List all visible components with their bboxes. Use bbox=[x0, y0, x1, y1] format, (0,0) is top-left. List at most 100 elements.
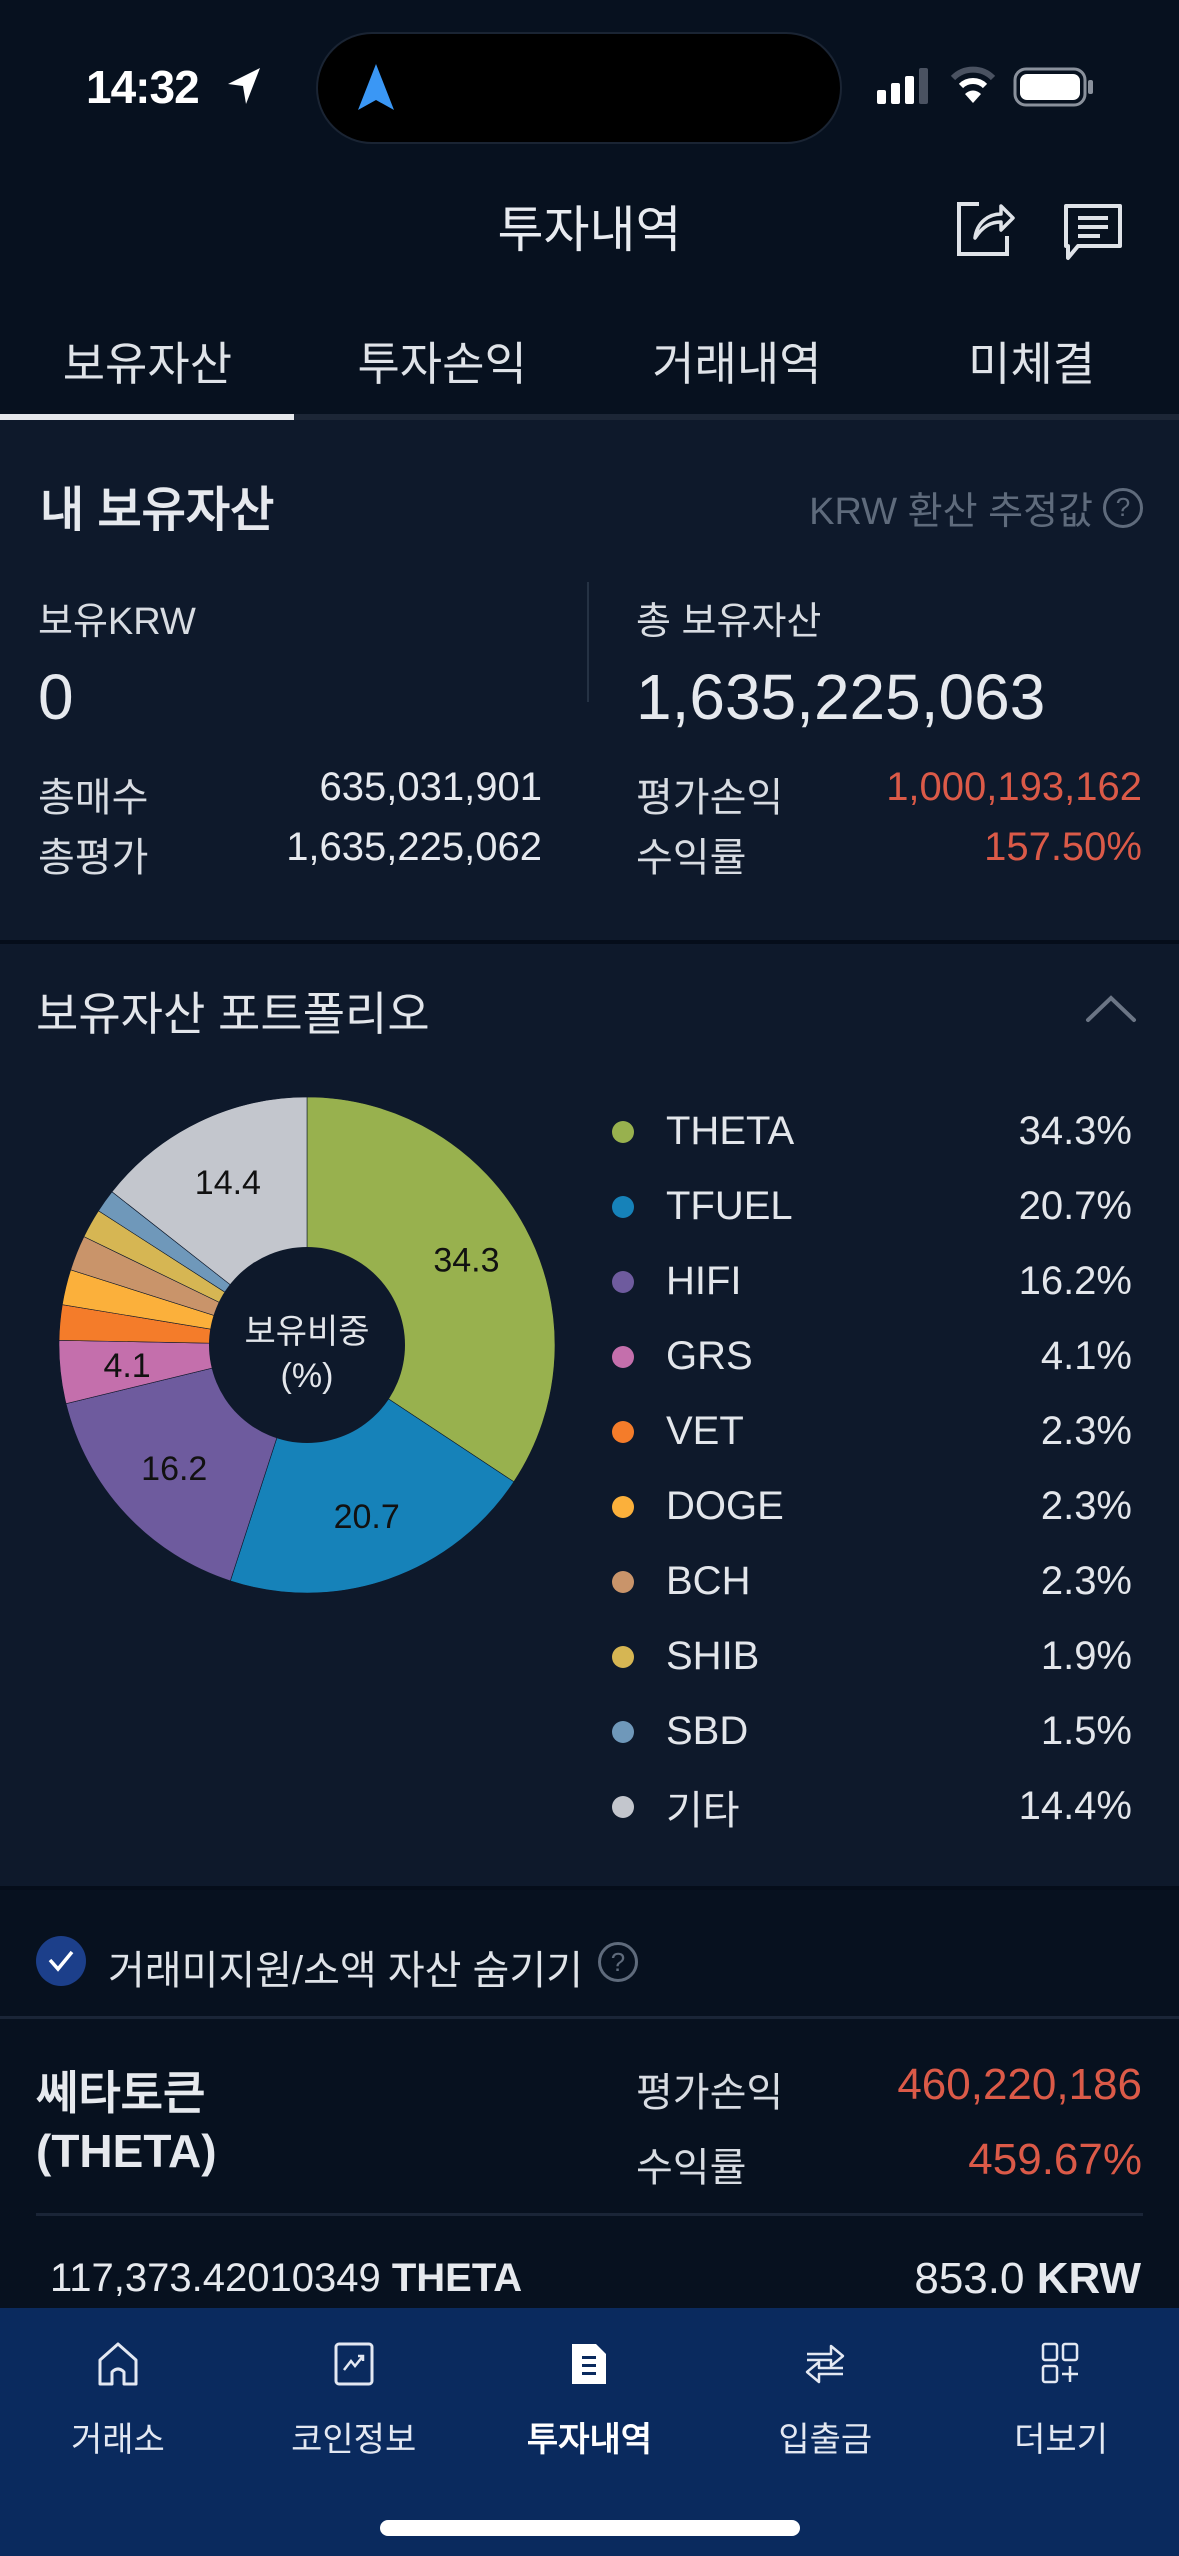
legend-label: SBD bbox=[666, 1709, 749, 1753]
legend-value: 34.3% bbox=[1018, 1109, 1132, 1153]
total-assets-value: 1,635,225,063 bbox=[636, 661, 1046, 733]
legend-color-dot bbox=[612, 1645, 634, 1668]
legend-value: 1.9% bbox=[1040, 1634, 1132, 1678]
tab-profit-loss[interactable]: 투자손익 bbox=[357, 338, 527, 390]
home-indicator[interactable] bbox=[380, 2520, 800, 2536]
chat-icon[interactable] bbox=[1062, 202, 1124, 264]
portfolio-donut-chart: 34.3 20.7 16.2 4.1 14.4 보유비중 (%) bbox=[58, 1096, 556, 1594]
nav-investments[interactable]: 투자내역 bbox=[472, 2308, 708, 2461]
asset-return-label: 수익률 bbox=[636, 2146, 747, 2190]
asset-avg-price-value: 853.0 bbox=[914, 2254, 1025, 2303]
asset-quantity-value: 117,373.42010349 bbox=[50, 2256, 381, 2300]
asset-pnl-label: 평가손익 bbox=[636, 2071, 784, 2115]
legend-value: 2.3% bbox=[1040, 1559, 1132, 1603]
tab-holdings[interactable]: 보유자산 bbox=[62, 338, 233, 390]
tab-open-orders[interactable]: 미체결 bbox=[968, 338, 1096, 390]
legend-label: SHIB bbox=[666, 1634, 760, 1678]
total-buy-row: 총매수 635,031,901 bbox=[38, 765, 542, 823]
legend-label: 기타 bbox=[666, 1788, 740, 1833]
signal-icon bbox=[877, 68, 928, 104]
location-arrow-icon bbox=[228, 68, 260, 104]
pnl-value: 1,000,193,162 bbox=[886, 765, 1142, 809]
nav-deposit-withdraw-label: 입출금 bbox=[778, 2421, 873, 2459]
total-eval-label: 총평가 bbox=[38, 836, 149, 880]
asset-card-theta[interactable]: 쎄타토큰 (THETA) 평가손익 460,220,186 수익률 459.67… bbox=[0, 2020, 1179, 2310]
navigation-arrow-icon bbox=[358, 64, 394, 110]
status-time: 14:32 bbox=[86, 61, 200, 113]
legend-value: 1.5% bbox=[1040, 1709, 1132, 1753]
tab-transactions[interactable]: 거래내역 bbox=[652, 338, 822, 390]
legend-item-bch: BCH 2.3% bbox=[612, 1544, 1132, 1619]
legend-value: 20.7% bbox=[1018, 1184, 1132, 1228]
legend-color-dot bbox=[612, 1795, 634, 1818]
nav-more[interactable]: 더보기 bbox=[943, 2308, 1179, 2461]
legend-color-dot bbox=[612, 1195, 634, 1218]
top-area: 14:32 투자내역 보유자산 투자손익 거래내역 미체결 bbox=[0, 0, 1179, 420]
donut-slice-label: 14.4 bbox=[195, 1164, 261, 1202]
asset-divider bbox=[36, 2213, 1143, 2216]
legend-label: HIFI bbox=[666, 1259, 742, 1303]
legend-color-dot bbox=[612, 1720, 634, 1743]
legend-color-dot bbox=[612, 1420, 634, 1443]
legend-item-tfuel: TFUEL 20.7% bbox=[612, 1169, 1132, 1244]
nav-deposit-withdraw[interactable]: 입출금 bbox=[707, 2308, 943, 2461]
holdings-summary: 내 보유자산 KRW 환산 추정값 ? 보유KRW 0 총 보유자산 1,635… bbox=[0, 420, 1179, 940]
asset-name: 쎄타토큰 (THETA) bbox=[36, 2064, 217, 2180]
share-icon[interactable] bbox=[955, 198, 1017, 258]
summary-title: 내 보유자산 bbox=[40, 484, 275, 537]
asset-avg-price: 853.0 KRW bbox=[914, 2254, 1141, 2304]
question-icon[interactable]: ? bbox=[598, 1942, 638, 1982]
krw-value: 0 bbox=[38, 661, 74, 733]
legend-color-dot bbox=[612, 1120, 634, 1143]
chart-icon bbox=[334, 2342, 374, 2386]
page-title: 투자내역 bbox=[497, 202, 682, 258]
nav-coin-info-label: 코인정보 bbox=[291, 2421, 417, 2459]
legend-item-shib: SHIB 1.9% bbox=[612, 1619, 1132, 1694]
legend-value: 14.4% bbox=[1018, 1784, 1132, 1828]
asset-pnl-row: 평가손익 460,220,186 bbox=[636, 2060, 1142, 2118]
tab-active-indicator bbox=[0, 414, 294, 420]
question-icon[interactable]: ? bbox=[1103, 487, 1143, 528]
nav-more-label: 더보기 bbox=[1014, 2421, 1108, 2459]
legend-color-dot bbox=[612, 1495, 634, 1518]
legend-label: GRS bbox=[666, 1334, 753, 1378]
tab-bar: 보유자산 투자손익 거래내역 미체결 bbox=[0, 320, 1179, 420]
legend-label: BCH bbox=[666, 1559, 751, 1603]
section-divider bbox=[0, 1886, 1179, 1890]
dynamic-island bbox=[316, 32, 842, 144]
pnl-label: 평가손익 bbox=[636, 776, 784, 820]
nav-coin-info[interactable]: 코인정보 bbox=[236, 2308, 472, 2461]
donut-center-label: (%) bbox=[281, 1357, 334, 1395]
legend-item-vet: VET 2.3% bbox=[612, 1394, 1132, 1469]
legend-color-dot bbox=[612, 1570, 634, 1593]
legend-value: 16.2% bbox=[1018, 1259, 1132, 1303]
return-row: 수익률 157.50% bbox=[636, 825, 1142, 883]
transfer-icon bbox=[806, 2344, 845, 2384]
legend-color-dot bbox=[612, 1345, 634, 1368]
bottom-navigation: 거래소 코인정보 투자내역 입출금 더보기 bbox=[0, 2308, 1179, 2556]
donut-center-label: 보유비중 bbox=[244, 1313, 369, 1351]
donut-hole bbox=[209, 1247, 405, 1443]
hide-small-assets-row: 거래미지원/소액 자산 숨기기 ? bbox=[0, 1890, 1179, 2020]
legend-label: TFUEL bbox=[666, 1184, 793, 1228]
donut-slice-label: 34.3 bbox=[433, 1241, 499, 1279]
nav-investments-label: 투자내역 bbox=[526, 2421, 653, 2459]
hide-small-assets-checkbox[interactable] bbox=[36, 1936, 86, 1986]
total-assets-label: 총 보유자산 bbox=[636, 601, 822, 643]
donut-slice-label: 4.1 bbox=[103, 1347, 150, 1385]
hide-small-assets-label[interactable]: 거래미지원/소액 자산 숨기기 bbox=[108, 1949, 583, 1993]
nav-exchange[interactable]: 거래소 bbox=[0, 2308, 236, 2461]
tab-underline-track bbox=[0, 414, 1179, 420]
krw-estimate-note[interactable]: KRW 환산 추정값 ? bbox=[809, 480, 1143, 535]
home-icon bbox=[98, 2342, 138, 2386]
total-eval-row: 총평가 1,635,225,062 bbox=[38, 825, 542, 883]
portfolio-legend: THETA 34.3% TFUEL 20.7% HIFI 16.2% GRS 4.1% VET 2… bbox=[612, 1094, 1132, 1844]
pnl-row: 평가손익 1,000,193,162 bbox=[636, 765, 1142, 823]
nav-exchange-label: 거래소 bbox=[70, 2421, 165, 2459]
legend-item-sbd: SBD 1.5% bbox=[612, 1694, 1132, 1769]
legend-color-dot bbox=[612, 1270, 634, 1293]
legend-item-theta: THETA 34.3% bbox=[612, 1094, 1132, 1169]
donut-slice-label: 20.7 bbox=[334, 1498, 400, 1536]
section-divider bbox=[0, 940, 1179, 944]
chevron-up-icon[interactable] bbox=[1085, 994, 1137, 1024]
